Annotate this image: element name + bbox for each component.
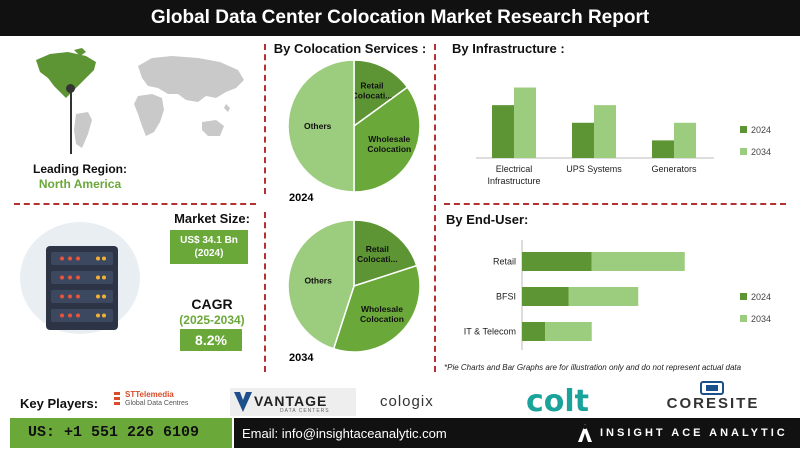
legend-label-2024: 2024: [751, 124, 772, 135]
cagr-period: (2025-2034): [179, 313, 245, 327]
end-user-section-title: By End-User:: [446, 212, 529, 227]
north-america-region: [36, 52, 96, 98]
pie-slice-label: Retail: [366, 244, 389, 254]
illustration-note: *Pie Charts and Bar Graphs are for illus…: [444, 363, 742, 372]
pie-slice-label: Wholesale: [368, 134, 410, 144]
pie-slice: [353, 86, 421, 193]
pie-2024-year: 2024: [289, 192, 314, 204]
market-size-year: (2024): [194, 248, 224, 259]
end-user-bar-chart: Retail BFSI IT & Telecom: [464, 240, 685, 350]
bar: [591, 252, 685, 271]
pie-slice-label: Others: [304, 275, 332, 285]
x-tick-label: Infrastructure: [487, 176, 540, 186]
divider: [444, 203, 786, 205]
pie-slice-label: Colocation: [367, 144, 411, 154]
colt-logo[interactable]: colt: [526, 384, 590, 419]
pie-slice-label: Colocati...: [357, 254, 398, 264]
bar: [572, 122, 594, 158]
email-address[interactable]: Email: info@insightaceanalytic.com: [242, 426, 447, 441]
legend-swatch-2024: [740, 126, 747, 134]
bar: [522, 252, 592, 271]
market-size-box: US$ 34.1 Bn (2024): [170, 230, 248, 264]
pie-slice: [332, 264, 421, 353]
bar: [568, 287, 639, 306]
footer-bar: Email: info@insightaceanalytic.com INSIG…: [234, 418, 800, 448]
infrastructure-legend: 2024 2034: [740, 121, 771, 161]
market-size-label: Market Size:: [174, 211, 250, 226]
leading-region-label: Leading Region:: [33, 162, 127, 176]
pie-slice-label: Retail: [360, 81, 383, 91]
y-tick-label: IT & Telecom: [464, 327, 516, 337]
pie-slice: [287, 59, 355, 193]
world-map: [36, 48, 244, 148]
bar: [492, 105, 514, 158]
pie-slice-label: Others: [304, 121, 332, 131]
pie-slice: [353, 219, 418, 288]
divider: [14, 203, 256, 205]
coresite-name: CORESITE: [666, 395, 760, 412]
server-rack-icon: [46, 246, 118, 330]
sttelemedia-name: STTelemedia: [125, 390, 174, 399]
region-marker: [66, 84, 75, 93]
bar: [674, 122, 696, 158]
infrastructure-bar-chart: Electrical Infrastructure UPS Systems Gener…: [476, 87, 714, 186]
cologix-logo[interactable]: cologix: [380, 393, 434, 410]
divider: [264, 212, 266, 372]
phone-number[interactable]: US: +1 551 226 6109: [10, 418, 232, 448]
vantage-sub: DATA CENTERS: [280, 408, 330, 414]
sttelemedia-logo[interactable]: STTelemedia Global Data Centres: [112, 389, 212, 411]
x-tick-label: Generators: [651, 164, 697, 174]
bar: [522, 287, 569, 306]
bar: [514, 87, 536, 158]
legend-swatch-2024: [740, 293, 747, 301]
brand-name: INSIGHT ACE ANALYTIC: [600, 427, 788, 439]
y-tick-label: Retail: [493, 257, 516, 267]
x-tick-label: UPS Systems: [566, 164, 622, 174]
legend-swatch-2034: [740, 315, 747, 323]
cagr-value: 8.2%: [180, 329, 242, 351]
legend-label-2034: 2034: [751, 313, 772, 324]
legend-label-2024: 2024: [751, 291, 772, 302]
coresite-logo[interactable]: CORESITE: [640, 381, 786, 413]
bar: [652, 140, 674, 158]
legend-swatch-2034: [740, 148, 747, 156]
y-tick-label: BFSI: [496, 292, 516, 302]
page-title: Global Data Center Colocation Market Res…: [0, 0, 800, 36]
bar: [545, 322, 592, 341]
pie-slice: [287, 219, 355, 350]
legend-label-2034: 2034: [751, 146, 772, 157]
colocation-section-title: By Colocation Services :: [273, 41, 427, 56]
cagr-label: CAGR: [191, 296, 233, 312]
key-players-label: Key Players:: [20, 396, 99, 411]
sttelemedia-mark-icon: [114, 392, 120, 405]
leading-region-value: North America: [38, 177, 122, 191]
bar: [594, 105, 616, 158]
vantage-mark-icon: [234, 392, 252, 412]
infrastructure-section-title: By Infrastructure :: [452, 41, 565, 56]
pie-slice-label: Wholesale: [361, 304, 403, 314]
pie-slice: [353, 59, 409, 128]
x-tick-label: Electrical: [496, 164, 533, 174]
vantage-logo[interactable]: VANTAGE DATA CENTERS: [230, 388, 356, 416]
insightace-logo-icon: [578, 424, 592, 442]
vantage-name: VANTAGE: [254, 393, 328, 409]
pie-slice-label: Colocation: [360, 314, 404, 324]
divider: [434, 44, 436, 372]
bar: [522, 322, 546, 341]
coresite-mark-icon: [700, 381, 724, 395]
pie-slice-label: Colocati...: [352, 91, 393, 101]
pie-2034-year: 2034: [289, 352, 314, 364]
sttelemedia-sub: Global Data Centres: [125, 400, 189, 407]
region-pointer: [70, 88, 72, 154]
market-size-value: US$ 34.1 Bn: [180, 235, 238, 246]
end-user-legend: 2024 2034: [740, 288, 771, 328]
divider: [264, 44, 266, 194]
